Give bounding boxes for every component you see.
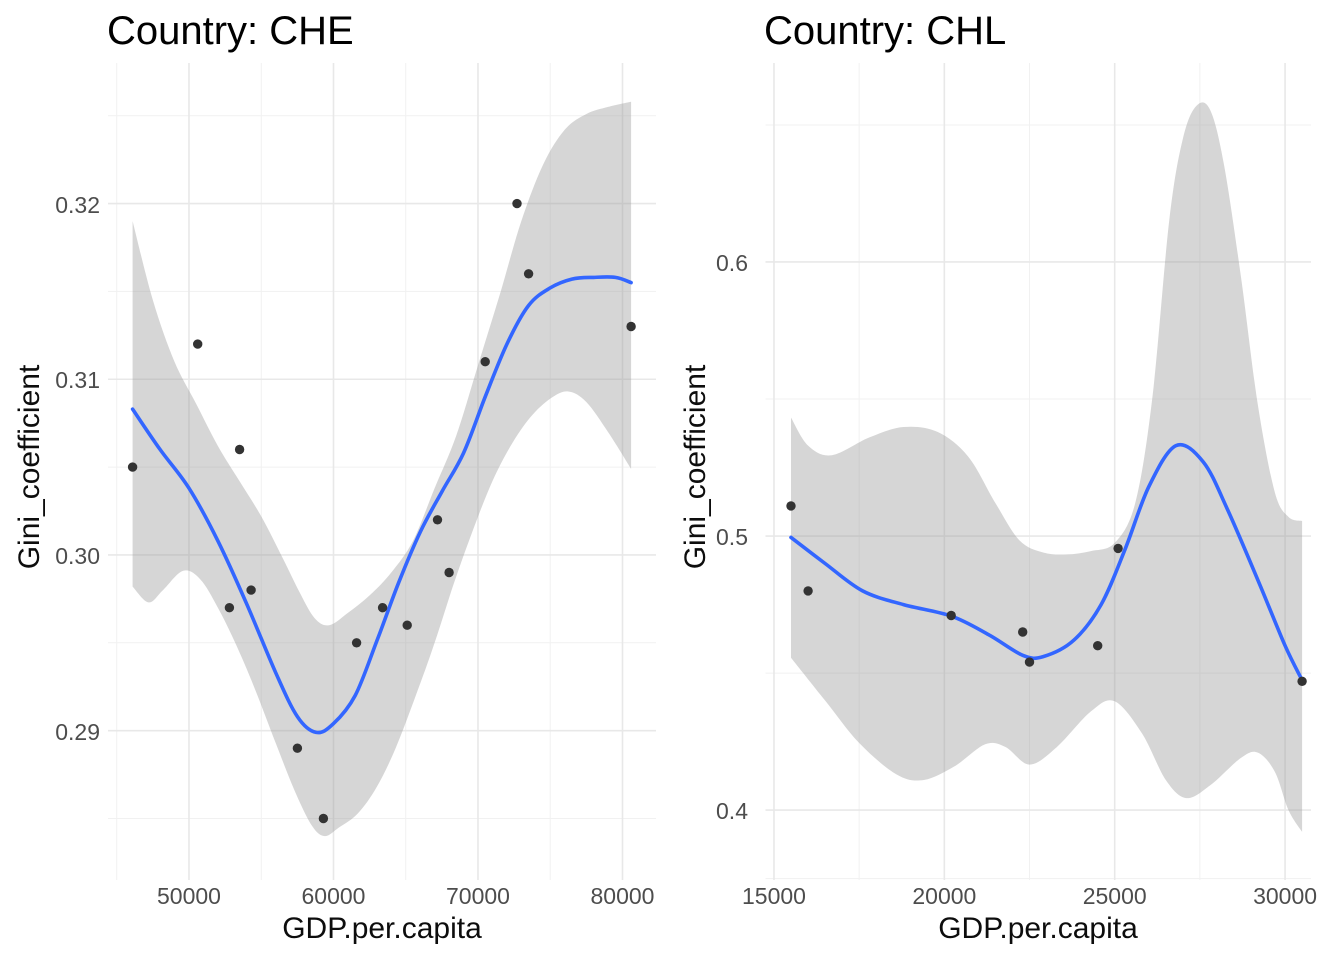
data-point bbox=[292, 743, 303, 753]
y-axis-title-left: Gini_coefficient bbox=[13, 364, 46, 570]
x-tick-label: 50000 bbox=[157, 883, 221, 909]
data-point bbox=[803, 586, 813, 596]
x-tick-label: 30000 bbox=[1253, 883, 1318, 909]
data-point bbox=[318, 813, 329, 824]
data-point bbox=[432, 515, 443, 525]
y-tick-label: 0.31 bbox=[55, 367, 100, 394]
data-point bbox=[377, 603, 388, 613]
y-tick-label: 0.32 bbox=[55, 191, 100, 218]
y-tick-label: 0.6 bbox=[716, 249, 748, 276]
confidence-band bbox=[791, 102, 1303, 832]
data-point bbox=[523, 269, 534, 279]
x-tick-label: 20000 bbox=[912, 883, 977, 909]
data-point bbox=[224, 603, 235, 613]
x-tick-label: 60000 bbox=[301, 883, 366, 909]
y-tick-label: 0.30 bbox=[55, 542, 100, 569]
data-point bbox=[946, 610, 956, 621]
x-axis-title-left: GDP.per.capita bbox=[282, 912, 482, 945]
panel-title-che: Country: CHE bbox=[107, 9, 354, 53]
data-point bbox=[786, 501, 796, 511]
x-tick-label: 15000 bbox=[741, 883, 806, 909]
data-point bbox=[626, 321, 636, 332]
smooth-line bbox=[789, 442, 1304, 682]
x-axis-title-right: GDP.per.capita bbox=[938, 912, 1138, 945]
x-tick-label: 25000 bbox=[1082, 883, 1147, 909]
data-point bbox=[246, 585, 256, 595]
x-tick-label: 80000 bbox=[590, 883, 655, 909]
y-tick-label: 0.4 bbox=[716, 798, 748, 825]
data-point bbox=[193, 339, 203, 349]
data-point bbox=[1297, 676, 1307, 686]
panel-title-chl: Country: CHL bbox=[764, 9, 1007, 53]
x-tick-label: 70000 bbox=[445, 883, 510, 909]
smooth-line bbox=[130, 275, 633, 735]
data-point bbox=[1113, 543, 1123, 554]
data-point bbox=[1018, 627, 1028, 637]
panel-0 bbox=[108, 63, 656, 880]
panel-1 bbox=[765, 63, 1311, 880]
data-point bbox=[234, 444, 245, 455]
data-point bbox=[444, 567, 454, 578]
data-point bbox=[1024, 657, 1035, 667]
data-point bbox=[1093, 641, 1103, 651]
data-point bbox=[351, 638, 362, 648]
y-tick-label: 0.5 bbox=[716, 524, 748, 551]
y-tick-label: 0.29 bbox=[55, 718, 100, 745]
data-point bbox=[127, 462, 138, 472]
data-point bbox=[480, 357, 490, 367]
confidence-band bbox=[132, 101, 632, 837]
data-point bbox=[402, 620, 412, 630]
data-point bbox=[512, 198, 522, 209]
